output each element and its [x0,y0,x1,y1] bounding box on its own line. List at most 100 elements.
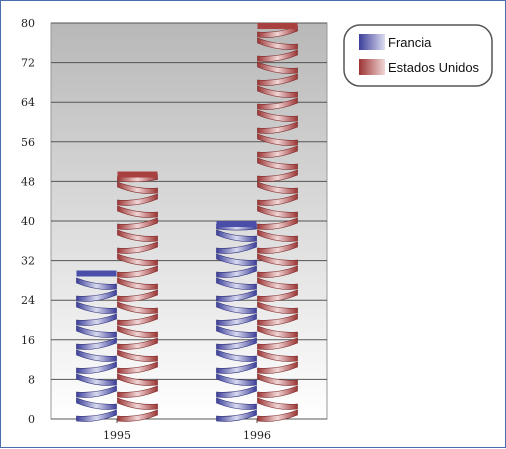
bar-coil [117,205,158,218]
bar-coil [216,241,257,254]
bar-coil [76,397,117,410]
bar-coil [76,385,117,398]
bar-coil [257,361,298,374]
y-tick-label: 40 [21,215,35,228]
bar-coil [257,325,298,338]
bar-coil [257,37,298,50]
bar-cap [117,171,158,178]
bar-coil [117,241,158,254]
bar-coil [117,301,158,314]
bar-coil [76,409,117,422]
bar-coil [257,169,298,182]
bar-coil [257,409,298,422]
bar-coil [257,241,298,254]
bar-coil [117,385,158,398]
bar-coil [257,289,298,302]
bar-coil [117,373,158,386]
bar-coil [257,121,298,134]
bar-coil [117,193,158,206]
bar-francia-1996 [216,221,257,422]
bar-coil [117,397,158,410]
bar-cap [76,270,117,277]
bar-coil [216,301,257,314]
bar-coil [117,313,158,326]
bar-coil [117,265,158,278]
x-axis-labels: 1995 1996 [103,419,271,442]
bar-francia-1995 [76,270,117,422]
bar-coil [76,325,117,338]
y-tick-label: 24 [21,294,35,307]
y-tick-label: 48 [21,175,35,188]
bar-coil [76,337,117,350]
bar-coil [216,349,257,362]
legend-swatch-estados-unidos [359,59,385,75]
x-tick-label: 1996 [243,429,271,442]
bar-coil [257,73,298,86]
legend-label-estados-unidos: Estados Unidos [388,60,480,75]
bar-coil [117,409,158,422]
bar-coil [117,349,158,362]
y-tick-label: 8 [28,373,35,386]
bars-group [76,23,298,422]
bar-coil [257,109,298,122]
bar-coil [257,337,298,350]
bar-coil [216,289,257,302]
bar-coil [257,277,298,290]
bar-cap [257,23,298,29]
bar-coil [216,325,257,338]
bar-coil [117,361,158,374]
bar-coil [257,193,298,206]
bar-coil [257,373,298,386]
bar-coil [257,301,298,314]
bar-coil [257,265,298,278]
bar-coil [76,301,117,314]
bar-coil [216,409,257,422]
bar-coil [257,253,298,266]
bar-coil [76,313,117,326]
bar-coil [76,277,117,290]
bar-coil [257,25,298,38]
bar-coil [117,337,158,350]
bar-coil [216,337,257,350]
bar-coil [257,49,298,62]
bar-coil [257,349,298,362]
y-axis-ticks: 0 8 16 24 32 40 48 56 64 72 80 [21,17,35,426]
bar-coil [257,313,298,326]
y-tick-label: 80 [21,17,35,30]
bar-coil [257,61,298,74]
y-tick-label: 32 [21,255,35,268]
bar-coil [257,133,298,146]
bar-coil [257,145,298,158]
bar-coil [257,385,298,398]
y-tick-label: 16 [21,334,35,347]
bar-coil [216,229,257,242]
bar-coil [257,217,298,230]
bar-cap [216,221,257,227]
bar-coil [216,385,257,398]
bar-coil [216,373,257,386]
bar-coil [216,265,257,278]
bar-coil [76,349,117,362]
y-tick-label: 64 [21,96,35,109]
bar-coil [216,277,257,290]
bar-estados-unidos-1995 [117,171,158,422]
bar-coil [257,181,298,194]
bar-coil [117,253,158,266]
bar-coil [117,325,158,338]
bar-coil [117,277,158,290]
bar-coil [257,205,298,218]
bar-coil [257,229,298,242]
bar-coil [117,181,158,194]
bar-coil [216,397,257,410]
y-tick-label: 56 [21,136,35,149]
bar-coil [117,229,158,242]
bar-coil [117,289,158,302]
legend-label-francia: Francia [388,35,432,50]
bar-coil [257,85,298,98]
bar-coil [257,397,298,410]
bar-coil [216,253,257,266]
bar-coil [76,289,117,302]
bar-estados-unidos-1996 [257,23,298,422]
